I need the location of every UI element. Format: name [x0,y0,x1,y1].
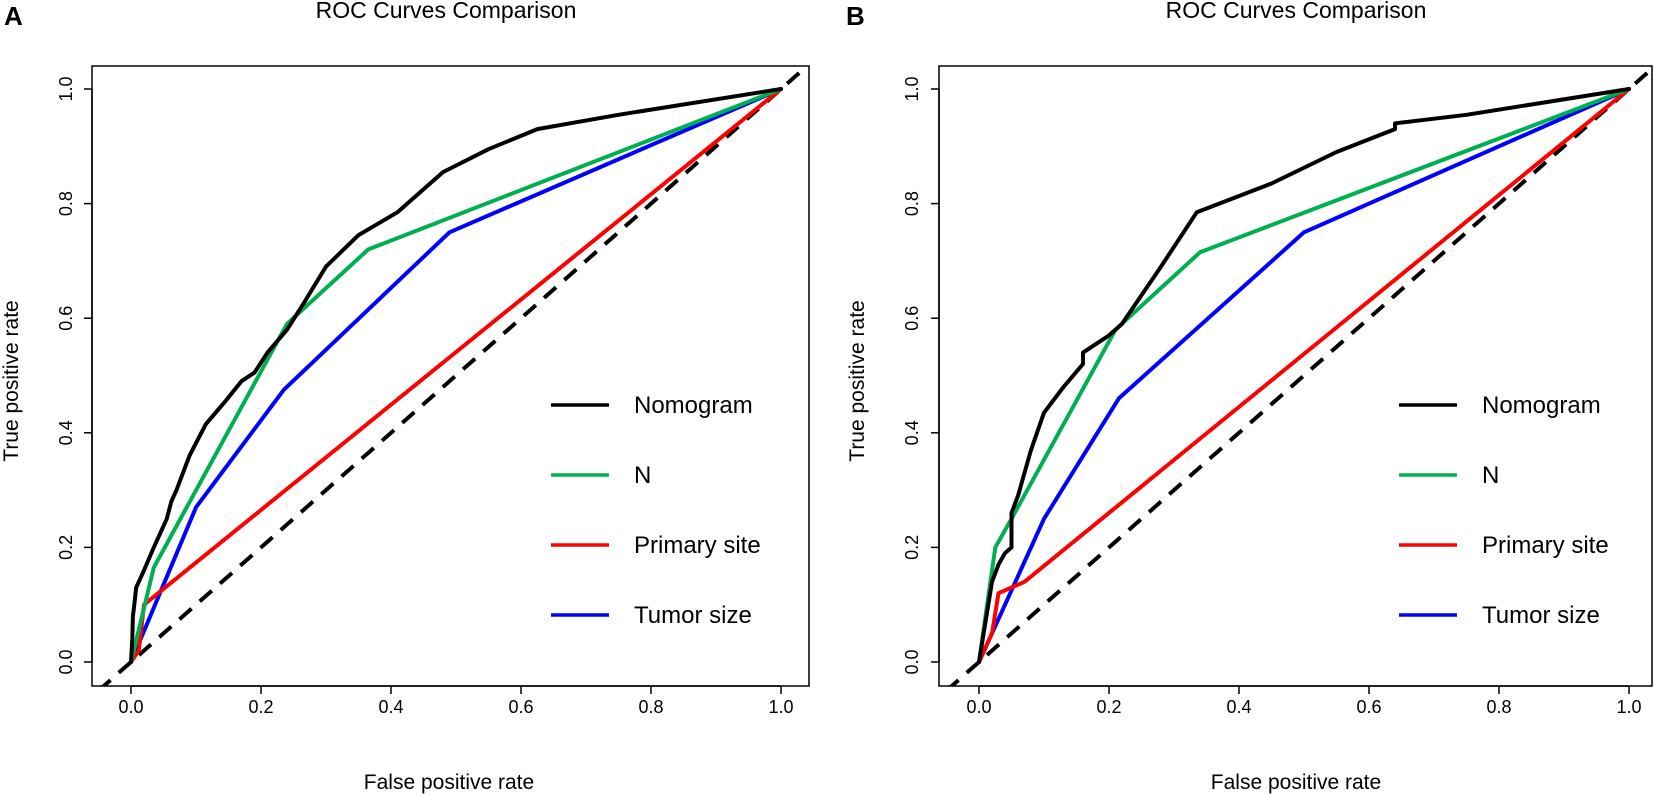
series-line-tumor-size [977,87,1631,664]
x-tick-label: 0.8 [638,697,663,717]
series-line-n [129,87,783,664]
legend-label: Nomogram [634,392,753,419]
y-tick-label: 0.8 [56,191,76,216]
y-tick-label: 0.6 [56,306,76,331]
x-ticks: 0.0 0.2 0.4 0.6 0.8 1.0 [118,686,794,717]
legend-label: Primary site [1482,532,1609,559]
x-tick-label: 0.0 [118,697,143,717]
series-line-primary-site [977,87,1631,664]
y-tick-label: 0.2 [56,535,76,560]
chart-title: ROC Curves Comparison [1166,0,1427,23]
x-tick-label: 0.2 [248,697,273,717]
x-axis-label: False positive rate [364,771,534,794]
panel-b: B ROC Curves Comparison 0.0 0.2 0.4 0.6 0.8 1… [846,0,1653,794]
x-tick-label: 0.2 [1096,697,1121,717]
x-tick-label: 0.8 [1486,697,1511,717]
x-tick-label: 0.4 [1226,697,1251,717]
y-tick-label: 1.0 [56,76,76,101]
x-axis: 0.0 0.2 0.4 0.6 0.8 1.0 False positive rate [118,685,794,794]
plot-area [948,66,1652,686]
reference-diagonal [100,66,809,686]
legend-label: Primary site [634,532,761,559]
legend-label: Tumor size [634,602,752,629]
y-tick-label: 0.0 [56,649,76,674]
y-tick-label: 0.4 [56,420,76,445]
y-axis-label: True positive rate [0,300,23,461]
y-axis-label: True positive rate [846,300,869,461]
y-tick-label: 0.2 [902,535,922,560]
panel-label: A [4,1,23,31]
x-axis-label: False positive rate [1211,771,1381,794]
x-ticks: 0.0 0.2 0.4 0.6 0.8 1.0 [966,686,1642,717]
y-tick-label: 1.0 [902,76,922,101]
x-axis: 0.0 0.2 0.4 0.6 0.8 1.0 False positive rate [966,685,1642,794]
series-line-tumor-size [129,87,783,664]
y-tick-label: 0.4 [902,420,922,445]
x-tick-label: 0.4 [378,697,403,717]
series-line-nomogram [977,87,1631,664]
y-ticks: 0.0 0.2 0.4 0.6 0.8 1.0 [56,76,92,675]
x-tick-label: 0.6 [1356,697,1381,717]
legend: Nomogram N Primary site Tumor size [551,392,761,629]
panel-label: B [846,1,865,31]
y-tick-label: 0.6 [902,306,922,331]
x-tick-label: 1.0 [1616,697,1641,717]
legend-label: Nomogram [1482,392,1601,419]
x-tick-label: 1.0 [768,697,793,717]
legend-label: Tumor size [1482,602,1600,629]
x-tick-label: 0.0 [966,697,991,717]
y-axis: 0.0 0.2 0.4 0.6 0.8 1.0 True positive rate [846,76,940,675]
y-axis: 0.0 0.2 0.4 0.6 0.8 1.0 True positive rate [0,76,93,675]
y-tick-label: 0.8 [902,191,922,216]
chart-title: ROC Curves Comparison [316,0,577,23]
legend: Nomogram N Primary site Tumor size [1399,392,1609,629]
plot-area [100,66,809,686]
plot-frame [91,65,810,687]
reference-diagonal [948,66,1652,686]
series-line-nomogram [129,87,783,664]
legend-label: N [634,462,651,489]
series-line-primary-site [129,87,783,664]
x-tick-label: 0.6 [508,697,533,717]
y-ticks: 0.0 0.2 0.4 0.6 0.8 1.0 [902,76,939,675]
legend-label: N [1482,462,1499,489]
series-line-n [977,87,1631,664]
panel-a: A ROC Curves Comparison 0.0 0.2 0.4 0.6 0.8 1… [0,0,810,794]
y-tick-label: 0.0 [902,649,922,674]
